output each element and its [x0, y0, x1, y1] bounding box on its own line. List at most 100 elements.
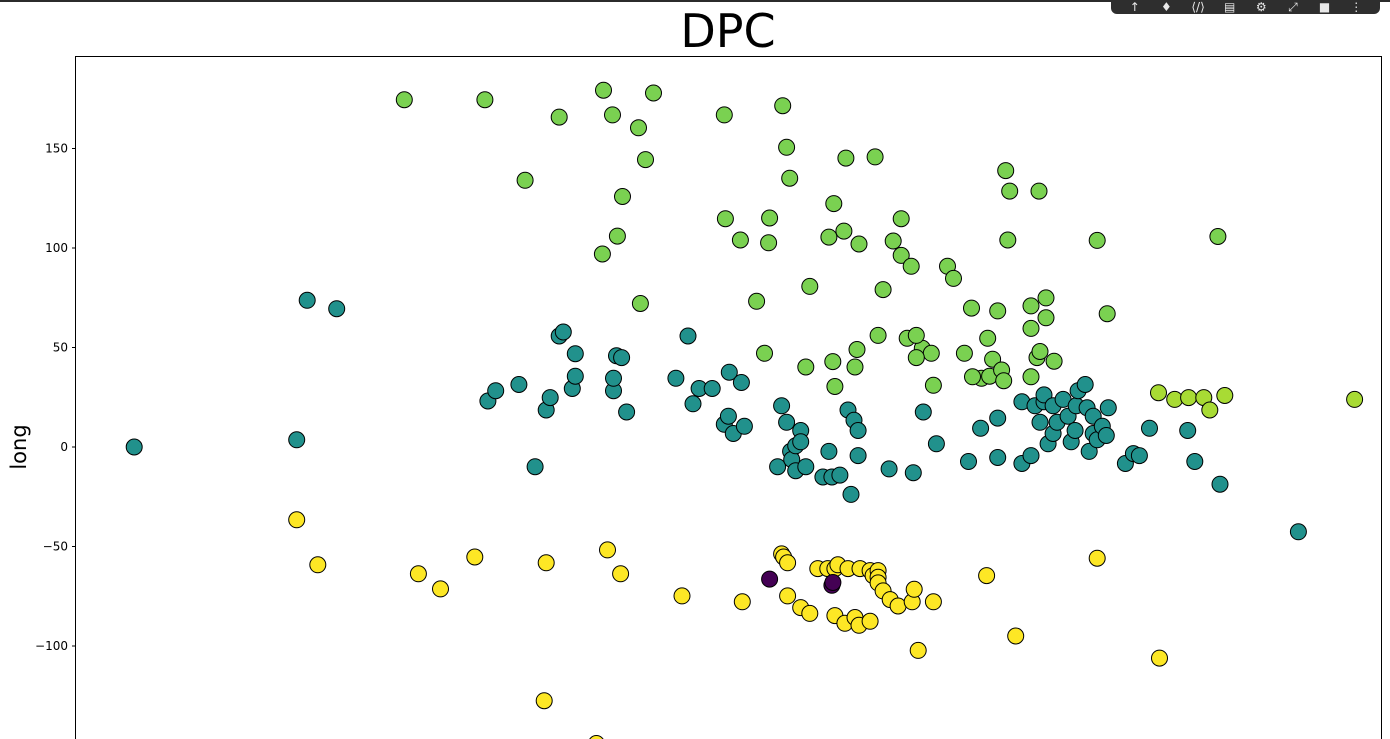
expand-icon[interactable]: ⤢: [1288, 0, 1298, 14]
scatter-point: [801, 277, 819, 295]
scatter-point: [922, 344, 940, 362]
scatter-point: [1346, 390, 1364, 408]
scatter-point: [612, 565, 630, 583]
scatter-point: [955, 344, 973, 362]
pin-icon[interactable]: ♦: [1161, 0, 1172, 14]
scatter-point: [566, 345, 584, 363]
scatter-point: [963, 299, 980, 317]
scatter-point: [614, 188, 631, 205]
scatter-point: [516, 171, 534, 189]
scatter-point: [409, 565, 427, 583]
scatter-point: [466, 548, 484, 566]
scatter-point: [1022, 368, 1040, 386]
scatter-point: [914, 403, 932, 421]
scatter-point: [995, 372, 1013, 390]
scatter-point: [1001, 182, 1019, 200]
scatter-point: [774, 97, 792, 115]
scatter-point: [476, 91, 494, 109]
scatter-point: [554, 323, 572, 341]
scatter-point: [760, 234, 778, 252]
scatter-point: [604, 106, 621, 124]
scatter-point: [1031, 343, 1049, 360]
delete-icon[interactable]: ■: [1318, 0, 1331, 14]
scatter-point: [861, 612, 879, 630]
scatter-point: [673, 587, 691, 605]
move-up-icon[interactable]: ↑: [1129, 0, 1140, 14]
scatter-point: [927, 435, 945, 453]
data-points: [125, 81, 1364, 739]
scatter-point: [510, 376, 528, 393]
scatter-point: [679, 327, 697, 345]
scatter-point: [719, 407, 737, 425]
scatter-point: [905, 580, 923, 598]
scatter-point: [884, 232, 902, 250]
scatter-point: [978, 567, 996, 585]
scatter-point: [1045, 352, 1063, 370]
scatter-point: [924, 593, 942, 611]
scatter-point: [1022, 447, 1040, 465]
scatter-point: [1022, 297, 1040, 315]
scatter-point: [924, 376, 942, 394]
scatter-point: [831, 466, 849, 484]
scatter-point: [684, 395, 702, 413]
scatter-point: [761, 570, 779, 588]
scatter-point: [637, 151, 654, 169]
scatter-point: [125, 438, 143, 456]
scatter-point: [880, 460, 898, 478]
scatter-point: [703, 380, 721, 397]
scatter-point: [589, 735, 604, 739]
gear-icon[interactable]: ⚙: [1255, 0, 1267, 14]
code-icon[interactable]: ⟨/⟩: [1191, 0, 1205, 14]
y-tick-label: 100: [45, 241, 68, 255]
scatter-point: [779, 587, 797, 605]
scatter-point: [778, 413, 796, 431]
scatter-point: [1031, 413, 1049, 431]
y-tick-label: 150: [45, 142, 68, 156]
scatter-point: [645, 84, 662, 102]
scatter-point: [909, 641, 927, 659]
scatter-point: [537, 554, 555, 572]
scatter-point: [748, 292, 766, 310]
scatter-point: [1141, 419, 1158, 437]
scatter-point: [487, 382, 505, 400]
comment-icon[interactable]: ▤: [1224, 0, 1236, 14]
scatter-point: [733, 593, 751, 611]
scatter-point: [288, 431, 306, 449]
scatter-point: [1179, 422, 1197, 439]
scatter-point: [989, 302, 1007, 320]
scatter-point: [972, 419, 990, 437]
scatter-point: [1201, 401, 1219, 419]
scatter-point: [1130, 447, 1148, 465]
scatter-point: [720, 363, 738, 381]
scatter-point: [1097, 427, 1115, 444]
scatter-point: [756, 344, 773, 362]
scatter-point: [778, 138, 796, 156]
scatter-point: [960, 453, 977, 470]
scatter-point: [608, 227, 626, 245]
scatter-point: [848, 341, 866, 358]
scatter-point: [989, 449, 1007, 466]
scatter-point: [892, 246, 910, 264]
scatter-point: [541, 389, 559, 407]
scatter-point: [989, 409, 1007, 427]
scatter-point: [566, 367, 584, 385]
scatter-point: [824, 353, 842, 371]
y-axis-label: long: [7, 424, 31, 469]
scatter-point: [288, 511, 306, 529]
scatter-point: [979, 329, 997, 347]
scatter-point: [849, 422, 867, 439]
scatter-point: [1186, 453, 1204, 470]
y-tick-label: −100: [35, 639, 68, 653]
scatter-point: [1037, 309, 1055, 327]
scatter-point: [781, 169, 799, 187]
scatter-point: [797, 358, 815, 376]
scatter-point: [535, 692, 553, 710]
scatter-point: [716, 210, 734, 228]
scatter-point: [1180, 389, 1198, 407]
more-icon[interactable]: ⋮: [1350, 0, 1363, 14]
scatter-point: [820, 442, 838, 460]
scatter-point: [309, 556, 327, 574]
scatter-point: [892, 210, 910, 228]
scatter-point: [837, 149, 855, 167]
scatter-point: [1151, 649, 1168, 667]
